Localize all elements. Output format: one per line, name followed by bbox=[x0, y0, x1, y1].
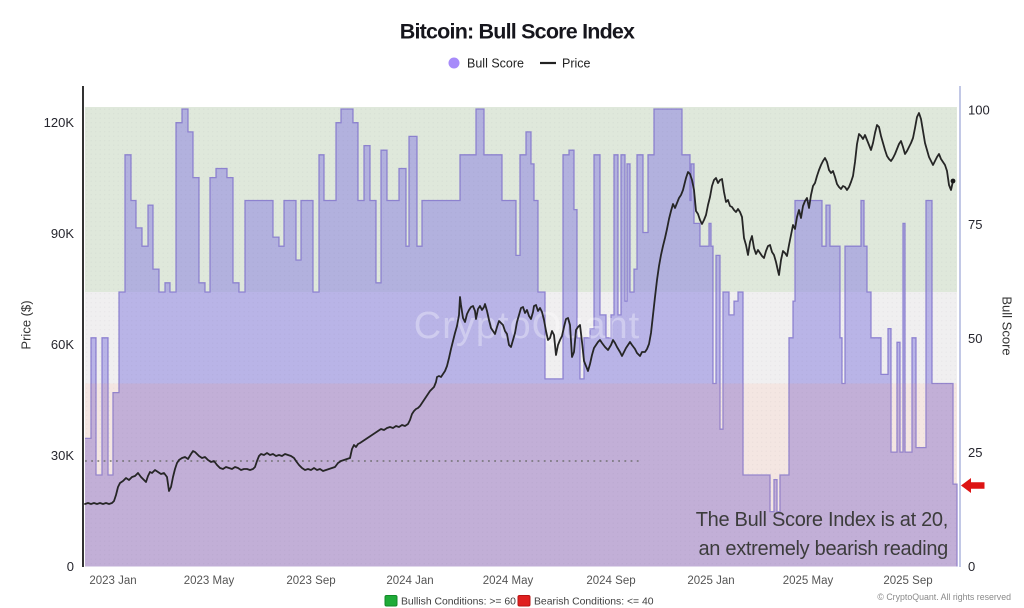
svg-text:2024 May: 2024 May bbox=[483, 575, 534, 587]
svg-text:2024 Jan: 2024 Jan bbox=[386, 575, 433, 587]
svg-text:Bull Score: Bull Score bbox=[1000, 296, 1015, 355]
svg-text:2023 May: 2023 May bbox=[184, 575, 235, 587]
svg-text:50: 50 bbox=[968, 331, 982, 346]
svg-text:© CryptoQuant. All rights rese: © CryptoQuant. All rights reserved bbox=[877, 592, 1011, 602]
svg-text:90K: 90K bbox=[51, 226, 74, 241]
svg-text:60K: 60K bbox=[51, 337, 74, 352]
svg-text:2025 Sep: 2025 Sep bbox=[883, 575, 932, 587]
svg-text:Price: Price bbox=[562, 57, 591, 71]
svg-text:100: 100 bbox=[968, 103, 990, 118]
svg-text:2024 Sep: 2024 Sep bbox=[586, 575, 635, 587]
svg-text:75: 75 bbox=[968, 217, 982, 232]
svg-text:The Bull Score Index is at 20,: The Bull Score Index is at 20, bbox=[696, 509, 948, 531]
svg-text:2025 May: 2025 May bbox=[783, 575, 834, 587]
svg-text:30K: 30K bbox=[51, 448, 74, 463]
svg-text:Bullish Conditions: >= 60: Bullish Conditions: >= 60 bbox=[401, 596, 516, 607]
svg-text:2025 Jan: 2025 Jan bbox=[687, 575, 734, 587]
svg-text:2023 Jan: 2023 Jan bbox=[89, 575, 136, 587]
svg-text:0: 0 bbox=[67, 559, 74, 574]
svg-text:Bull Score: Bull Score bbox=[467, 57, 524, 71]
svg-text:Bitcoin: Bull Score Index: Bitcoin: Bull Score Index bbox=[400, 20, 635, 44]
svg-text:Bearish Conditions: <= 40: Bearish Conditions: <= 40 bbox=[534, 596, 654, 607]
svg-text:Price ($): Price ($) bbox=[19, 300, 34, 349]
svg-text:25: 25 bbox=[968, 445, 982, 460]
svg-text:0: 0 bbox=[968, 559, 975, 574]
svg-text:an extremely bearish reading: an extremely bearish reading bbox=[698, 538, 948, 560]
svg-text:2023 Sep: 2023 Sep bbox=[286, 575, 335, 587]
svg-text:120K: 120K bbox=[44, 115, 75, 130]
